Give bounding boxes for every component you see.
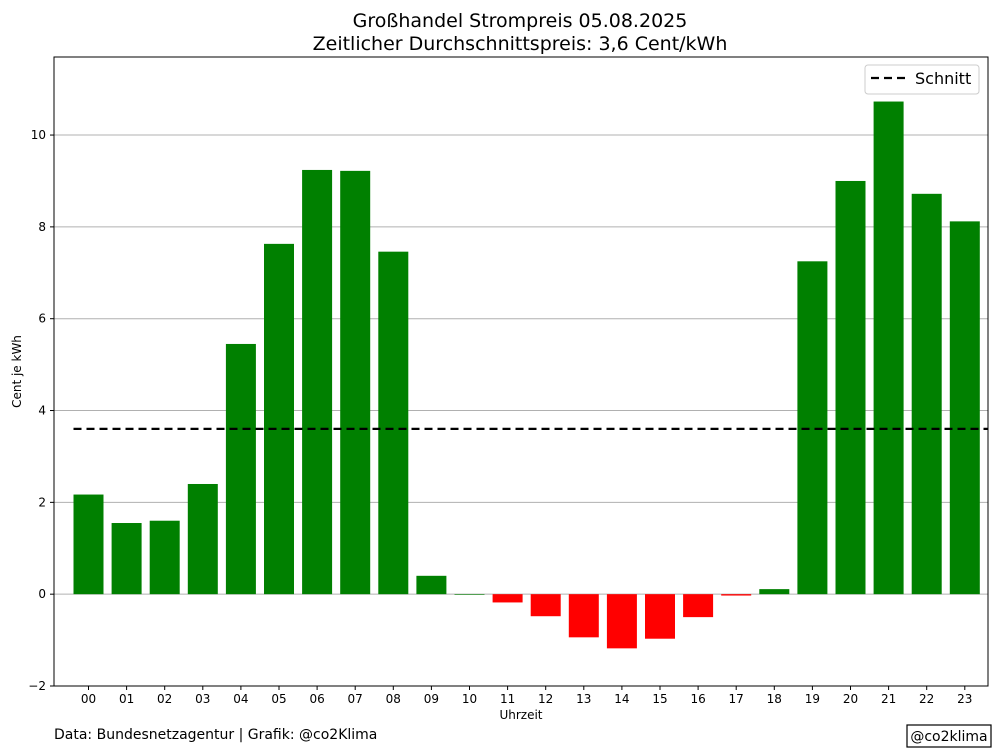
bar-07: [340, 170, 371, 595]
legend: Schnitt: [864, 64, 980, 95]
chart-subtitle: Zeitlicher Durchschnittspreis: 3,6 Cent/…: [313, 33, 728, 55]
x-tick-label: 06: [309, 692, 324, 706]
bar-11: [492, 594, 523, 603]
x-tick-label: 02: [157, 692, 172, 706]
bar-15: [645, 594, 675, 639]
bar-01: [111, 523, 142, 595]
x-tick-label: 14: [614, 692, 629, 706]
y-axis: −2 0 2 4 6 8 10: [28, 128, 54, 693]
bar-20: [835, 180, 866, 595]
plot-frame: [53, 56, 989, 687]
y-tick-label: 0: [38, 587, 46, 601]
x-axis: 00 01 02 03 04 05 06 07 08 09 10 11 12 13 14 15 16 17 18 19…: [81, 686, 972, 706]
bar-21: [873, 101, 904, 595]
x-tick-label: 21: [881, 692, 896, 706]
badge-box: [906, 724, 992, 748]
bar-18: [759, 589, 790, 595]
y-tick-label: 4: [38, 404, 46, 418]
bar-03: [187, 483, 218, 595]
x-tick-label: 00: [81, 692, 96, 706]
x-tick-label: 22: [919, 692, 934, 706]
y-tick-label: 8: [38, 220, 46, 234]
y-tick-label: −2: [28, 679, 46, 693]
x-tick-label: 05: [271, 692, 286, 706]
legend-box: [864, 64, 980, 95]
bar-16: [683, 594, 714, 618]
chart-title: Großhandel Strompreis 05.08.2025: [353, 10, 688, 32]
bar-09: [416, 575, 447, 595]
bar-19: [797, 261, 828, 595]
bar-23: [949, 221, 980, 595]
bar-08: [378, 251, 409, 595]
bar-14: [606, 594, 637, 649]
x-tick-label: 18: [767, 692, 782, 706]
x-tick-label: 09: [424, 692, 439, 706]
bar-17: [721, 594, 752, 596]
x-tick-label: 04: [233, 692, 248, 706]
x-tick-label: 13: [576, 692, 591, 706]
y-tick-label: 6: [38, 312, 46, 326]
bar-04: [225, 343, 256, 595]
x-tick-label: 20: [843, 692, 858, 706]
x-tick-label: 11: [500, 692, 515, 706]
x-tick-label: 10: [462, 692, 477, 706]
x-tick-label: 03: [195, 692, 210, 706]
source-credit: Data: Bundesnetzagentur | Grafik: @co2Kl…: [54, 727, 377, 743]
bars: [73, 101, 980, 649]
bar-10: [454, 594, 485, 595]
x-tick-label: 08: [386, 692, 401, 706]
watermark-badge: @co2klima: [906, 724, 992, 748]
legend-label-schnitt: Schnitt: [915, 69, 971, 88]
x-tick-label: 23: [957, 692, 972, 706]
y-tick-label: 10: [31, 128, 46, 142]
bar-12: [530, 594, 561, 617]
y-tick-label: 2: [38, 495, 46, 509]
x-tick-label: 12: [538, 692, 553, 706]
x-axis-label: Uhrzeit: [499, 708, 542, 722]
badge-text: @co2klima: [910, 729, 987, 745]
x-tick-label: 15: [652, 692, 667, 706]
x-tick-label: 07: [348, 692, 363, 706]
x-tick-label: 16: [690, 692, 705, 706]
bar-05: [264, 243, 294, 595]
bar-00: [73, 494, 104, 595]
y-axis-label: Cent je kWh: [10, 335, 24, 408]
bar-02: [149, 520, 180, 595]
bar-22: [911, 193, 942, 595]
x-tick-label: 19: [805, 692, 820, 706]
bar-13: [568, 594, 599, 638]
x-tick-label: 01: [119, 692, 134, 706]
x-tick-label: 17: [729, 692, 744, 706]
bar-06: [302, 169, 333, 595]
